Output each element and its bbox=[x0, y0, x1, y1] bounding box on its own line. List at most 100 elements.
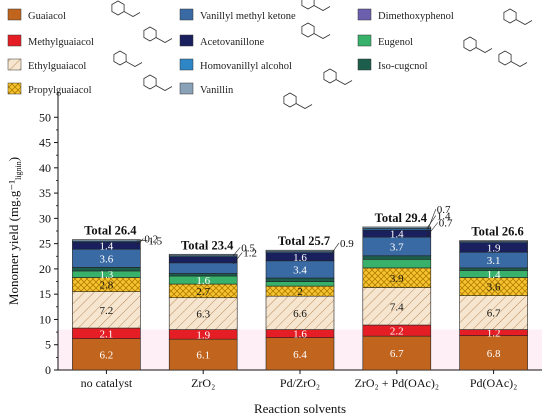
structure-ring-icon bbox=[113, 50, 127, 66]
bar-total-label: Total 23.4 bbox=[181, 238, 234, 252]
bar-segment-vanillin bbox=[72, 239, 141, 242]
structure-ring-icon bbox=[301, 22, 315, 38]
bar-segment-iso-eugenol bbox=[265, 277, 335, 282]
structure-chain-icon bbox=[335, 79, 353, 85]
structure-chain-icon bbox=[125, 61, 143, 67]
x-tick-label: Pd/ZrO₂ bbox=[280, 376, 320, 390]
legend-swatch-iso-cugcnol bbox=[357, 58, 372, 71]
bar-segment-ethylguaiacol bbox=[72, 291, 141, 329]
legend-swatch-homovanillyl-alcohol bbox=[179, 58, 194, 71]
y-tick-label: 25 bbox=[39, 237, 51, 251]
bar-value-label: 1.9 bbox=[196, 329, 210, 341]
bar-value-label: 6.7 bbox=[487, 308, 501, 320]
bar-value-label: 1.4 bbox=[487, 269, 501, 281]
bar-value-label: 6.2 bbox=[100, 349, 114, 361]
structure-chain-icon bbox=[313, 5, 331, 11]
callout-leader bbox=[329, 242, 340, 256]
legend: Guaiacol Vanillyl methyl ketone Dimethoxyp… bbox=[7, 8, 454, 96]
x-tick-label: Pd(OAc)₂ bbox=[470, 376, 518, 390]
bar-total-label: Total 29.4 bbox=[375, 211, 428, 225]
legend-swatch-vanillyl-methyl-ketone bbox=[179, 8, 194, 21]
bar-value-label: 2.1 bbox=[100, 328, 114, 340]
y-tick-label: 5 bbox=[45, 338, 51, 352]
bar-segment-guaiacol bbox=[168, 338, 238, 371]
callout-label: 0.9 bbox=[340, 238, 354, 250]
x-tick-label: ZrO₂ bbox=[191, 376, 215, 390]
structure-chain-icon bbox=[515, 19, 533, 25]
bar-value-label: 3.1 bbox=[487, 255, 501, 267]
bar-segment-vanillin bbox=[168, 253, 238, 257]
legend-swatch-dimethoxyphenol bbox=[357, 8, 372, 21]
structure-ring-icon bbox=[111, 0, 125, 16]
bar-value-label: 2.2 bbox=[390, 326, 404, 338]
callout-leader bbox=[232, 252, 243, 264]
bar-pd-zro: 6.41.66.623.41.6 bbox=[265, 249, 335, 371]
bar-segment-guaiacol bbox=[362, 335, 432, 371]
bar-value-label: 1.6 bbox=[196, 275, 210, 287]
bar-segment-iso-eugenol bbox=[72, 267, 141, 272]
callout-leader bbox=[426, 222, 439, 237]
legend-label-ethylguaiacol: Ethylguaiacol bbox=[28, 61, 86, 72]
bar-value-label: 3.9 bbox=[390, 273, 404, 285]
bar-segment-eugenol bbox=[265, 281, 335, 287]
structure-chain-icon bbox=[155, 85, 173, 91]
legend-swatch-guaiacol bbox=[7, 8, 22, 21]
bar-value-label: 6.8 bbox=[487, 348, 501, 360]
legend-label-guaiacol: Guaiacol bbox=[28, 11, 66, 22]
y-tick-label: 30 bbox=[39, 211, 51, 225]
bar-value-label: 2.8 bbox=[100, 280, 114, 292]
bar-segment-iso-eugenol bbox=[168, 273, 238, 277]
callout-leader bbox=[426, 215, 437, 229]
legend-label-eugenol: Eugenol bbox=[378, 37, 413, 48]
callout-leader bbox=[136, 238, 144, 246]
structure-sketches bbox=[111, 0, 533, 109]
legend-label-acetovanillone: Acetovanillone bbox=[200, 37, 264, 48]
bar-segment-guaiacol bbox=[265, 337, 335, 371]
callout-label: 1.2 bbox=[243, 248, 257, 260]
bar-segment-eugenol bbox=[362, 259, 432, 269]
plot-area: 0 5 10 15 20 25 30 35 40 45 50 Monomer yield (mg.g⁻… bbox=[6, 92, 542, 416]
bar-total-label: Total 26.4 bbox=[84, 224, 137, 238]
bar-segment-iso-eugenol bbox=[362, 255, 432, 260]
bar-pd-oac: 6.8 1.2 6.7 3.61.4 3.11.9 bbox=[459, 240, 528, 371]
bar-value-label: 1.6 bbox=[293, 329, 307, 341]
bar-value-label: 2 bbox=[297, 286, 303, 298]
bar-segment-acetovanillone bbox=[168, 256, 238, 264]
bar-segment-vanillin bbox=[362, 226, 432, 229]
bar-value-label: 1.6 bbox=[293, 252, 307, 264]
legend-label-iso-cugcnol: Iso-cugcnol bbox=[378, 61, 428, 72]
legend-swatch-ethylguaiacol bbox=[7, 58, 22, 71]
structure-chain-icon bbox=[155, 37, 173, 43]
legend-swatch-propylguaiacol bbox=[7, 82, 22, 95]
bar-segment-ethylguaiacol bbox=[168, 297, 238, 330]
structure-ring-icon bbox=[283, 92, 297, 108]
bar-value-label: 1.9 bbox=[487, 242, 501, 254]
bar-total-label: Total 26.6 bbox=[471, 225, 523, 239]
legend-label-propylguaiacol: Propylguaiacol bbox=[28, 85, 92, 96]
bar-segment-vanillin bbox=[265, 249, 335, 253]
bar-no-catalyst: 6.2 2.1 7.2 2.81.3 3.61.4 bbox=[72, 239, 141, 371]
structure-chain-icon bbox=[295, 103, 313, 109]
structure-ring-icon bbox=[143, 26, 157, 42]
legend-label-dimethoxyphenol: Dimethoxyphenol bbox=[378, 11, 454, 22]
bar-segment-vanillin bbox=[459, 240, 528, 242]
bar-value-label: 1.3 bbox=[100, 269, 114, 281]
structure-chain-icon bbox=[475, 47, 493, 53]
bar-value-label: 3.6 bbox=[487, 282, 501, 294]
structure-chain-icon bbox=[510, 61, 528, 67]
callout-label: 0.7 bbox=[437, 204, 451, 216]
bar-value-label: 6.4 bbox=[293, 349, 307, 361]
bar-value-label: 6.1 bbox=[196, 350, 210, 362]
y-tick-label: 0 bbox=[45, 363, 51, 377]
legend-swatch-acetovanillone bbox=[179, 34, 194, 47]
structure-ring-icon bbox=[503, 8, 517, 24]
y-tick-label: 15 bbox=[39, 287, 51, 301]
callout-label: 0.2 bbox=[144, 234, 158, 246]
y-tick-label: 35 bbox=[39, 186, 51, 200]
bar-value-label: 1.2 bbox=[487, 328, 501, 340]
legend-swatch-vanillin bbox=[179, 82, 194, 95]
y-tick-label: 40 bbox=[39, 161, 51, 175]
y-tick-label: 50 bbox=[39, 110, 51, 124]
callout-label: 0.7 bbox=[439, 218, 453, 230]
